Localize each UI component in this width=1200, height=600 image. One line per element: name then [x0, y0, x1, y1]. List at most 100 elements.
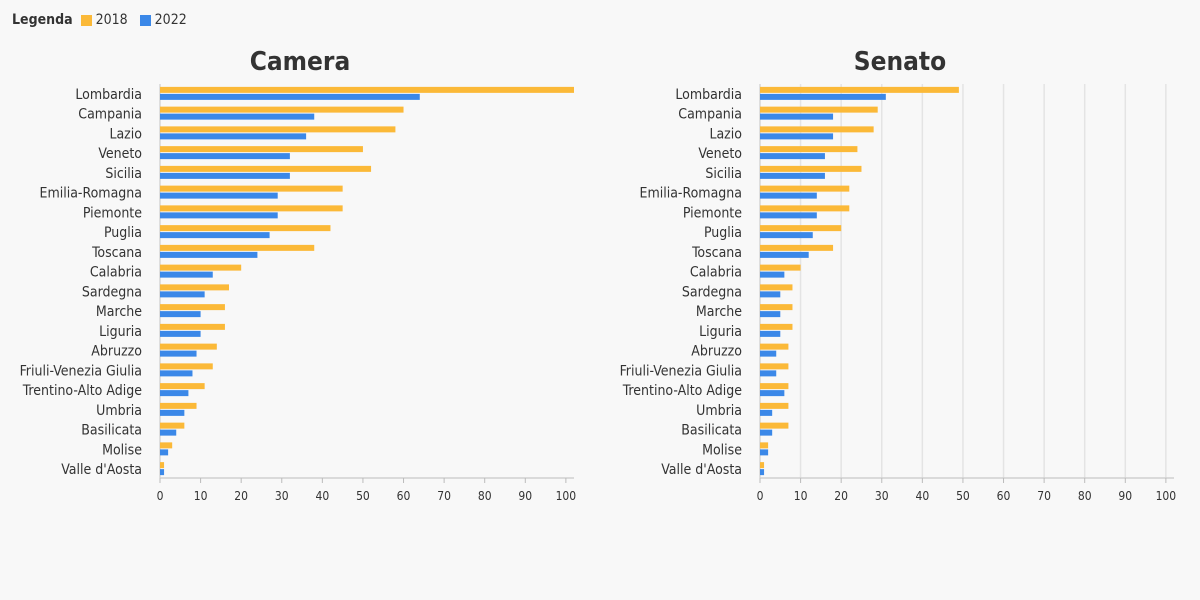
camera-bar-2018 [160, 323, 225, 330]
senato-category-label: Puglia [704, 225, 742, 241]
camera-bar-2018 [160, 363, 213, 370]
camera-bar-2018 [160, 225, 331, 232]
senato-bar-2018 [760, 86, 959, 93]
camera-bar-2022 [160, 271, 213, 278]
senato-category-label: Calabria [690, 265, 742, 281]
senato-bar-2018 [760, 304, 793, 311]
camera-bar-2022 [160, 212, 278, 219]
senato-bar-2022 [760, 311, 781, 318]
senato-bar-2022 [760, 271, 785, 278]
senato-category-label: Campania [678, 107, 742, 123]
senato-bar-2022 [760, 350, 777, 357]
camera-bar-2022 [160, 133, 307, 140]
senato-category-label: Lazio [709, 126, 742, 142]
camera-bar-2022 [160, 291, 205, 298]
senato-bar-2018 [760, 442, 769, 449]
senato-bar-2022 [760, 113, 834, 120]
senato-category-label: Molise [702, 442, 742, 458]
senato-bar-2018 [760, 126, 874, 133]
camera-category-label: Sardegna [82, 284, 142, 300]
camera-category-label: Toscana [91, 245, 142, 261]
camera-bar-2018 [160, 106, 404, 113]
camera-bar-2018 [160, 343, 217, 350]
senato-category-label: Sicilia [705, 166, 742, 182]
camera-category-label: Lazio [109, 126, 142, 142]
camera-bar-2018 [160, 126, 396, 133]
camera-bar-2022 [160, 232, 270, 239]
camera-tick-label-100: 100 [556, 489, 577, 503]
senato-bar-2018 [760, 244, 834, 251]
senato-category-label: Veneto [698, 146, 742, 162]
camera-bar-2018 [160, 86, 574, 93]
senato-category-label: Valle d'Aosta [661, 462, 742, 478]
legend-swatch-2018 [80, 14, 92, 26]
senato-category-label: Sardegna [682, 284, 742, 300]
senato-bar-2018 [760, 383, 789, 390]
camera-tick-label-50: 50 [356, 489, 370, 503]
legend: Legenda 2018 2022 [12, 12, 193, 28]
camera-bar-2018 [160, 146, 363, 153]
camera-bar-2018 [160, 383, 205, 390]
camera-bar-2018 [160, 205, 343, 212]
legend-item-2022[interactable]: 2022 [139, 12, 187, 28]
senato-bar-2022 [760, 153, 825, 160]
camera-tick-label-10: 10 [194, 489, 208, 503]
camera-bar-2022 [160, 330, 201, 337]
senato-bar-2018 [760, 422, 789, 429]
camera-bar-2022 [160, 153, 290, 160]
senato-bar-2022 [760, 212, 817, 219]
camera-category-label: Piemonte [83, 205, 142, 221]
senato-bar-2022 [760, 192, 817, 199]
senato-bar-2022 [760, 93, 886, 100]
camera-bar-2022 [160, 251, 258, 258]
camera-bar-2018 [160, 185, 343, 192]
camera-tick-label-0: 0 [157, 489, 164, 503]
senato-bar-2018 [760, 205, 850, 212]
senato-bar-2022 [760, 133, 834, 140]
senato-tick-label-10: 10 [794, 489, 808, 503]
camera-category-label: Molise [102, 442, 142, 458]
camera-category-label: Campania [78, 107, 142, 123]
senato-category-label: Abruzzo [691, 344, 742, 360]
camera-category-label: Liguria [99, 324, 142, 340]
senato-category-label: Toscana [691, 245, 742, 261]
senato-tick-label-30: 30 [875, 489, 889, 503]
senato-title: Senato [854, 47, 946, 77]
camera-bar-2022 [160, 113, 315, 120]
camera-bar-2018 [160, 442, 173, 449]
camera-category-label: Abruzzo [91, 344, 142, 360]
senato-bar-2018 [760, 462, 765, 469]
camera-category-label: Veneto [98, 146, 142, 162]
senato-bar-2018 [760, 343, 789, 350]
camera-bar-2018 [160, 264, 242, 271]
senato-bar-2018 [760, 106, 878, 113]
senato-tick-label-0: 0 [757, 489, 764, 503]
camera-bar-2018 [160, 304, 225, 311]
senato-category-label: Lombardia [675, 87, 742, 103]
senato-category-label: Basilicata [681, 423, 742, 439]
senato-bar-2022 [760, 409, 773, 416]
senato-category-label: Piemonte [683, 205, 742, 221]
senato-category-label: Umbria [696, 403, 742, 419]
camera-category-label: Calabria [90, 265, 142, 281]
camera-tick-label-30: 30 [275, 489, 289, 503]
camera-category-label: Lombardia [75, 87, 142, 103]
camera-bar-2022 [160, 409, 185, 416]
camera-bar-2018 [160, 284, 229, 291]
legend-swatch-2022 [139, 14, 151, 26]
camera-category-label: Puglia [104, 225, 142, 241]
senato-tick-label-40: 40 [915, 489, 929, 503]
senato-bar-2018 [760, 185, 850, 192]
legend-item-2018[interactable]: 2018 [80, 12, 128, 28]
camera-bar-2018 [160, 244, 315, 251]
senato-bar-2022 [760, 449, 769, 456]
camera-bar-2018 [160, 422, 185, 429]
senato-bar-2018 [760, 402, 789, 409]
senato-bar-2018 [760, 146, 858, 153]
camera-bar-2022 [160, 449, 169, 456]
senato-bar-2018 [760, 225, 842, 232]
senato-category-label: Trentino-Alto Adige [622, 383, 742, 399]
legend-label-2022: 2022 [154, 12, 187, 28]
senato-tick-label-70: 70 [1037, 489, 1051, 503]
camera-category-label: Basilicata [81, 423, 142, 439]
